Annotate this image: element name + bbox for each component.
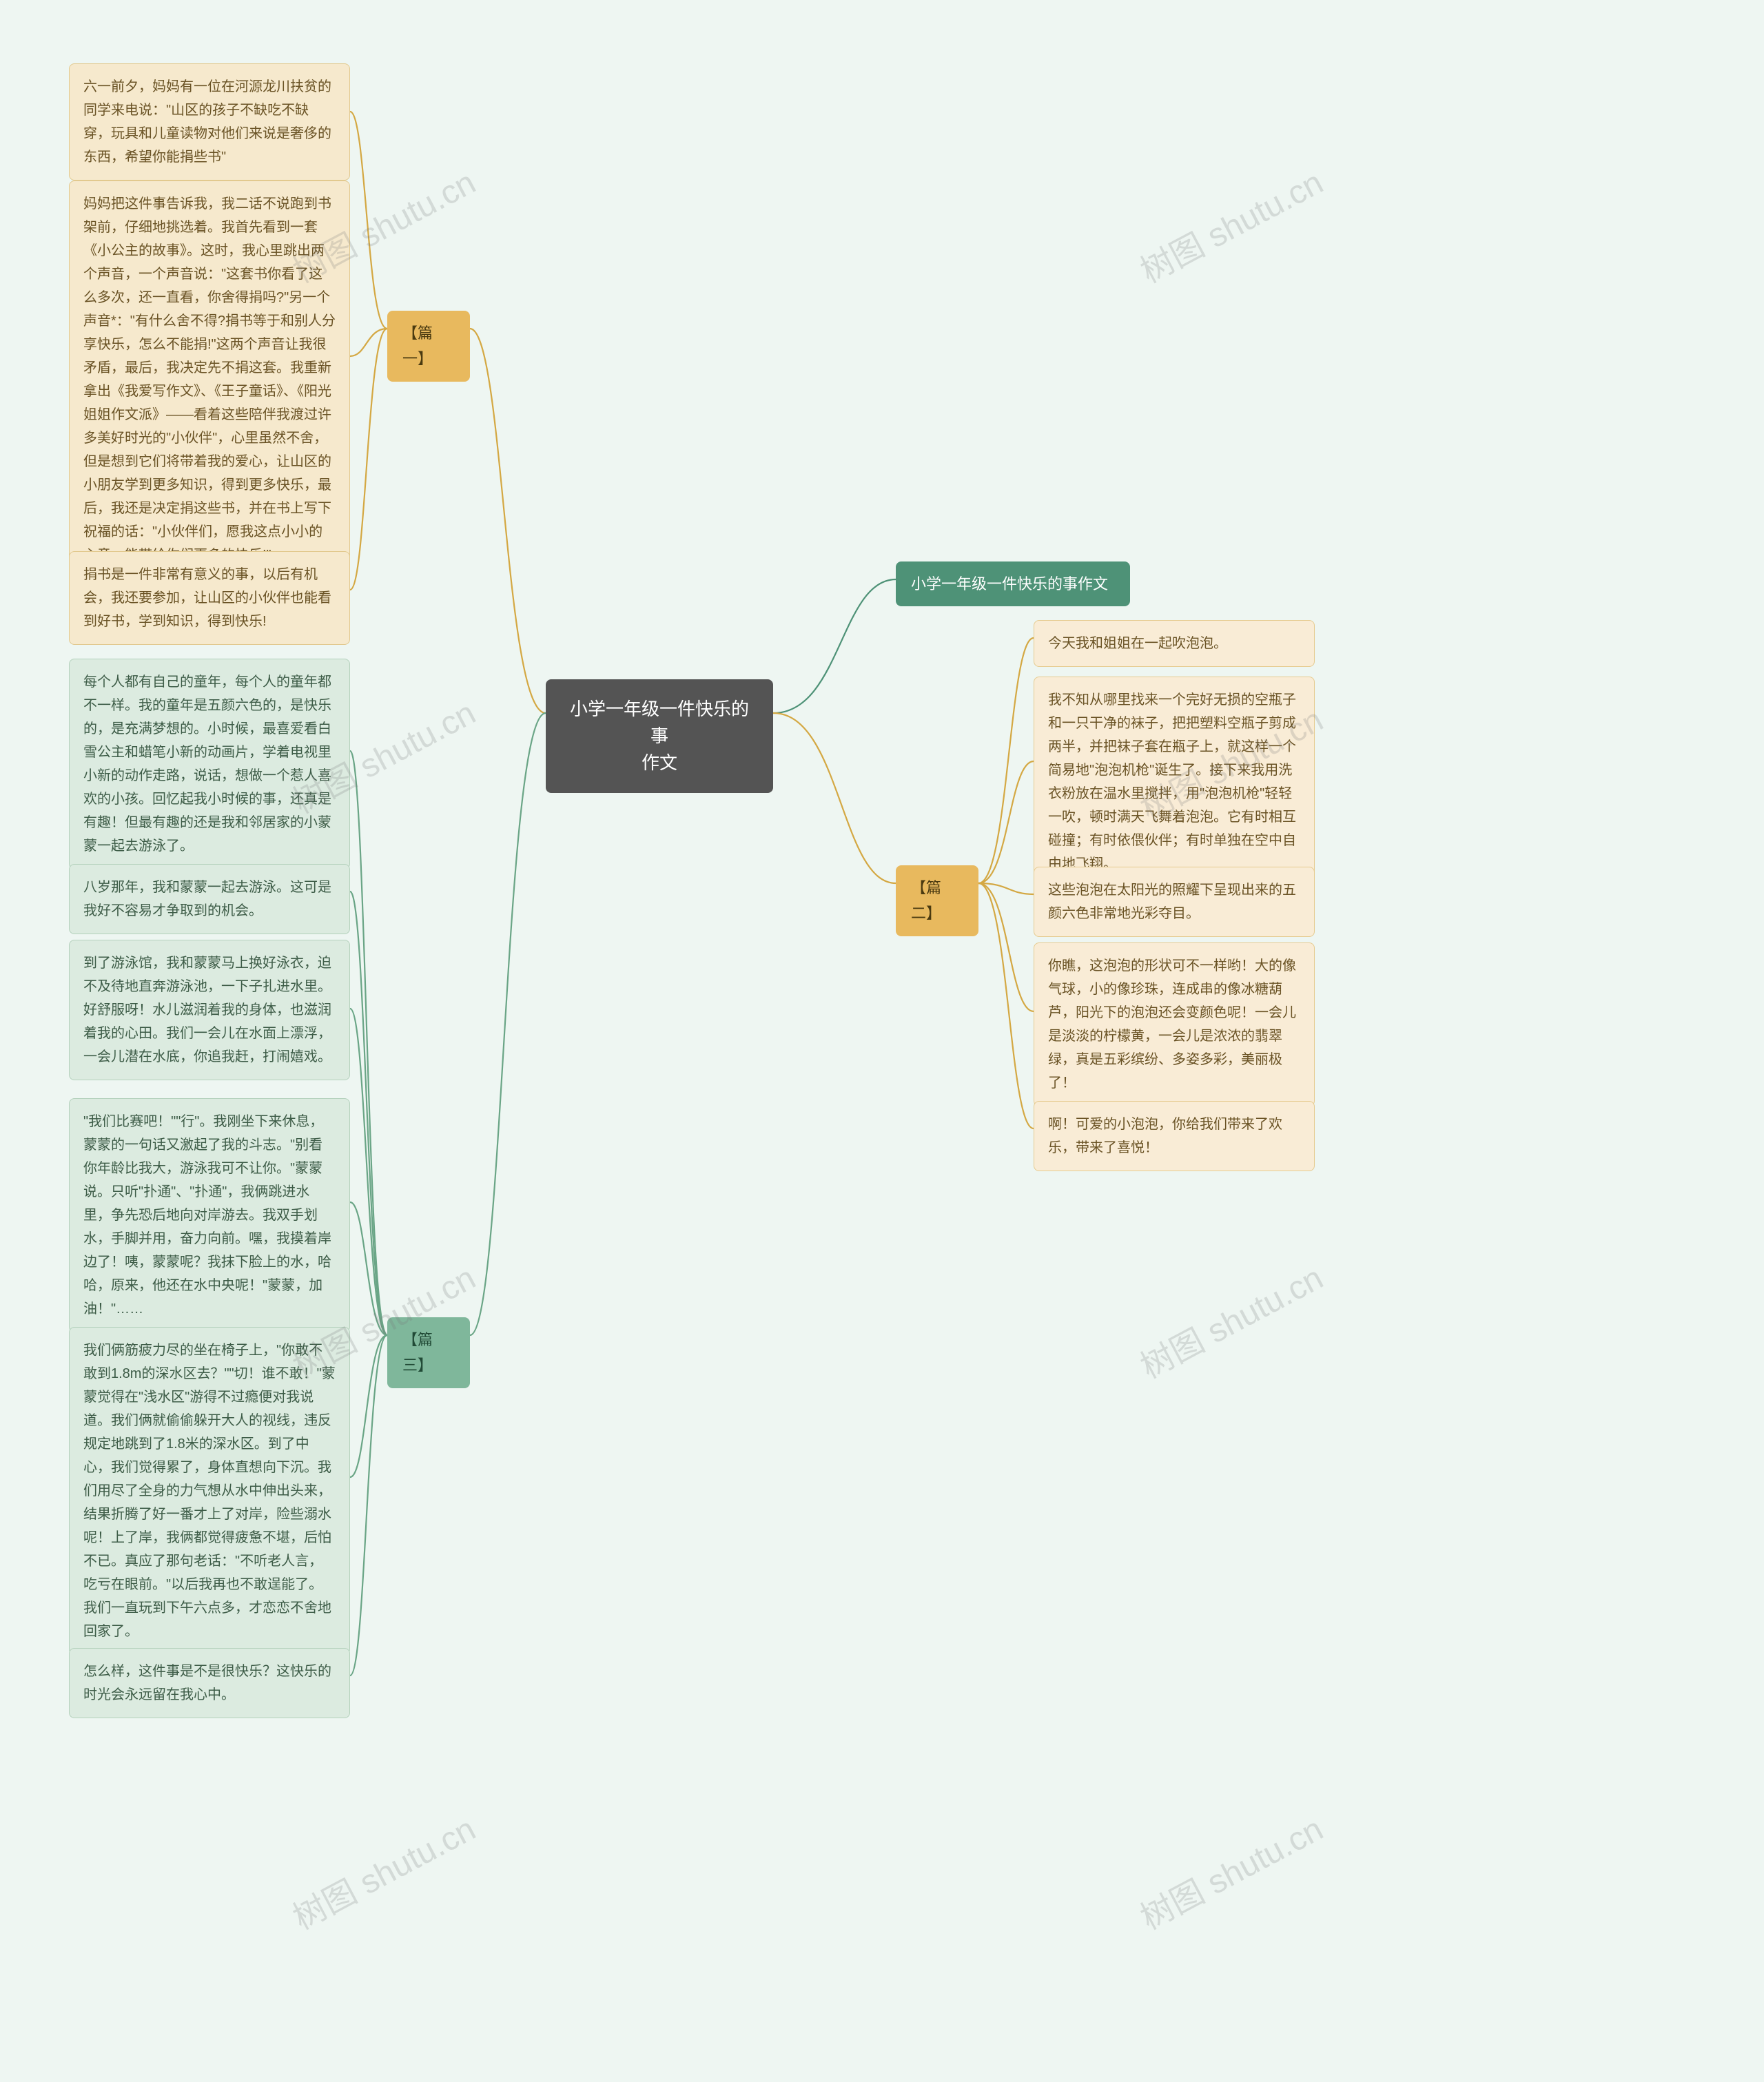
branch-p1: 【篇一】: [387, 311, 470, 382]
watermark-6: 树图 shutu.cn: [283, 1802, 483, 1939]
watermark-5: 树图 shutu.cn: [1131, 1251, 1331, 1388]
leaf-p2-1: 我不知从哪里找来一个完好无损的空瓶子和一只干净的袜子，把把塑料空瓶子剪成两半，并…: [1034, 677, 1315, 887]
leaf-p3-5: 怎么样，这件事是不是很快乐？这快乐的时光会永远留在我心中。: [69, 1648, 350, 1718]
leaf-p3-3: "我们比赛吧！""行"。我刚坐下来休息，蒙蒙的一句话又激起了我的斗志。"别看你年…: [69, 1098, 350, 1332]
branch-p2: 【篇二】: [896, 865, 978, 936]
watermark-7: 树图 shutu.cn: [1131, 1802, 1331, 1939]
leaf-p1-0: 六一前夕，妈妈有一位在河源龙川扶贫的同学来电说："山区的孩子不缺吃不缺穿，玩具和…: [69, 63, 350, 181]
leaf-p2-4: 啊！可爱的小泡泡，你给我们带来了欢乐，带来了喜悦！: [1034, 1101, 1315, 1171]
leaf-p3-4: 我们俩筋疲力尽的坐在椅子上，"你敢不敢到1.8m的深水区去？""切！谁不敢！"蒙…: [69, 1327, 350, 1655]
watermark-1: 树图 shutu.cn: [1131, 156, 1331, 292]
root-node: 小学一年级一件快乐的事作文: [546, 679, 773, 793]
leaf-p1-1: 妈妈把这件事告诉我，我二话不说跑到书架前，仔细地挑选着。我首先看到一套《小公主的…: [69, 181, 350, 579]
leaf-p2-3: 你瞧，这泡泡的形状可不一样哟！大的像气球，小的像珍珠，连成串的像冰糖葫芦，阳光下…: [1034, 942, 1315, 1106]
leaf-p3-2: 到了游泳馆，我和蒙蒙马上换好泳衣，迫不及待地直奔游泳池，一下子扎进水里。好舒服呀…: [69, 940, 350, 1080]
leaf-p1-2: 捐书是一件非常有意义的事，以后有机会，我还要参加，让山区的小伙伴也能看到好书，学…: [69, 551, 350, 645]
right-title-node: 小学一年级一件快乐的事作文: [896, 561, 1130, 606]
leaf-p2-2: 这些泡泡在太阳光的照耀下呈现出来的五颜六色非常地光彩夺目。: [1034, 867, 1315, 937]
leaf-p3-0: 每个人都有自己的童年，每个人的童年都不一样。我的童年是五颜六色的，是快乐的，是充…: [69, 659, 350, 869]
branch-p3: 【篇三】: [387, 1317, 470, 1388]
leaf-p3-1: 八岁那年，我和蒙蒙一起去游泳。这可是我好不容易才争取到的机会。: [69, 864, 350, 934]
leaf-p2-0: 今天我和姐姐在一起吹泡泡。: [1034, 620, 1315, 667]
